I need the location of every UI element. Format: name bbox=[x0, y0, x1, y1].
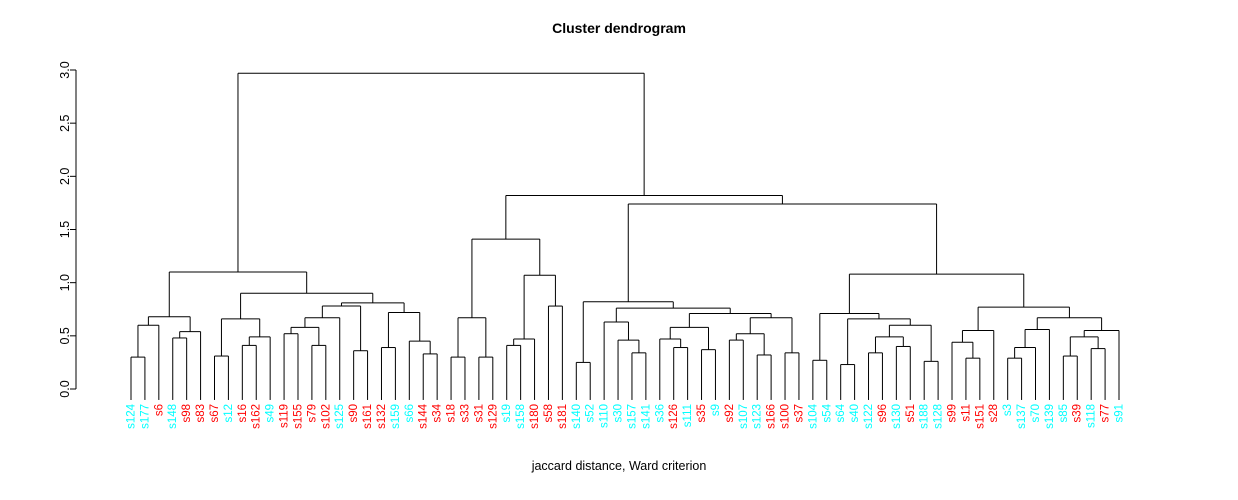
leaf-label: s11 bbox=[960, 404, 972, 422]
leaf-label: s141 bbox=[640, 404, 652, 429]
leaf-label: s70 bbox=[1030, 404, 1042, 423]
y-tick-label: 1.5 bbox=[58, 221, 72, 238]
chart-title: Cluster dendrogram bbox=[552, 20, 686, 36]
y-tick-label: 0.0 bbox=[58, 380, 72, 397]
leaf-label: s6 bbox=[153, 404, 165, 416]
leaf-label: s124 bbox=[126, 403, 138, 429]
leaf-label: s123 bbox=[752, 404, 764, 429]
leaf-label: s33 bbox=[459, 404, 471, 423]
leaf-label: s92 bbox=[724, 404, 736, 423]
leaf-label: s91 bbox=[1114, 404, 1126, 423]
leaf-label: s180 bbox=[529, 404, 541, 429]
leaf-label: s157 bbox=[626, 404, 638, 429]
leaf-label: s9 bbox=[710, 404, 722, 416]
y-tick-label: 2.5 bbox=[58, 114, 72, 131]
leaf-label: s51 bbox=[905, 404, 917, 423]
leaf-label: s139 bbox=[1044, 404, 1056, 429]
leaf-label: s98 bbox=[181, 404, 193, 423]
leaf-label: s129 bbox=[487, 404, 499, 429]
leaf-label: s100 bbox=[780, 404, 792, 429]
leaf-label: s39 bbox=[1072, 404, 1084, 423]
leaf-label: s155 bbox=[292, 404, 304, 429]
leaf-label: s67 bbox=[209, 404, 221, 423]
leaf-label: s19 bbox=[501, 404, 513, 423]
leaf-label: s122 bbox=[863, 404, 875, 429]
leaf-label: s58 bbox=[543, 404, 555, 423]
leaf-label: s102 bbox=[320, 404, 332, 429]
leaf-label: s181 bbox=[557, 404, 569, 429]
y-tick-label: 3.0 bbox=[58, 61, 72, 78]
leaf-label: s85 bbox=[1058, 404, 1070, 423]
chart-subtitle: jaccard distance, Ward criterion bbox=[531, 459, 707, 473]
leaf-label: s110 bbox=[599, 404, 611, 428]
leaf-label: s158 bbox=[515, 404, 527, 429]
leaf-label: s37 bbox=[793, 404, 805, 423]
leaf-label: s18 bbox=[446, 404, 458, 423]
leaf-label: s49 bbox=[265, 404, 277, 423]
leaf-label: s104 bbox=[807, 403, 819, 429]
leaf-label: s64 bbox=[835, 403, 847, 422]
y-tick-label: 1.0 bbox=[58, 274, 72, 291]
leaf-label: s31 bbox=[473, 404, 485, 423]
leaf-label: s99 bbox=[947, 404, 959, 423]
leaf-label: s125 bbox=[334, 404, 346, 429]
leaf-label: s177 bbox=[139, 404, 151, 429]
leaf-label: s188 bbox=[919, 404, 931, 429]
leaf-label: s166 bbox=[766, 404, 778, 429]
leaf-label: s34 bbox=[432, 403, 444, 422]
y-tick-label: 2.0 bbox=[58, 168, 72, 185]
leaf-label: s52 bbox=[585, 404, 597, 423]
leaf-label: s35 bbox=[696, 404, 708, 423]
leaf-label: s107 bbox=[738, 404, 750, 429]
leaf-label: s28 bbox=[988, 404, 1000, 423]
leaf-label: s54 bbox=[821, 403, 833, 422]
leaf-label: s137 bbox=[1016, 404, 1028, 429]
leaf-label: s144 bbox=[418, 403, 430, 429]
leaf-label: s130 bbox=[891, 404, 903, 429]
leaf-label: s90 bbox=[348, 404, 360, 423]
leaf-label: s151 bbox=[974, 404, 986, 429]
leaf-label: s40 bbox=[849, 404, 861, 423]
leaf-label: s126 bbox=[668, 404, 680, 429]
leaf-label: s148 bbox=[167, 404, 179, 429]
leaf-label: s79 bbox=[306, 404, 318, 423]
leaf-label: s119 bbox=[279, 404, 291, 428]
leaf-label: s140 bbox=[571, 404, 583, 429]
leaf-label: s36 bbox=[654, 404, 666, 423]
leaf-label: s132 bbox=[376, 404, 388, 429]
y-tick-label: 0.5 bbox=[58, 327, 72, 344]
leaf-label: s161 bbox=[362, 404, 374, 429]
leaf-label: s77 bbox=[1100, 404, 1112, 423]
leaf-label: s159 bbox=[390, 404, 402, 429]
leaf-label: s3 bbox=[1002, 404, 1014, 416]
leaf-label: s96 bbox=[877, 404, 889, 423]
leaf-label: s162 bbox=[251, 404, 263, 429]
leaf-label: s83 bbox=[195, 404, 207, 423]
leaf-label: s30 bbox=[613, 404, 625, 423]
leaf-label: s118 bbox=[1086, 404, 1098, 428]
leaf-label: s111 bbox=[682, 404, 694, 427]
leaf-label: s66 bbox=[404, 404, 416, 423]
leaf-label: s12 bbox=[223, 404, 235, 423]
leaf-label: s16 bbox=[237, 404, 249, 423]
leaf-label: s128 bbox=[933, 404, 945, 429]
